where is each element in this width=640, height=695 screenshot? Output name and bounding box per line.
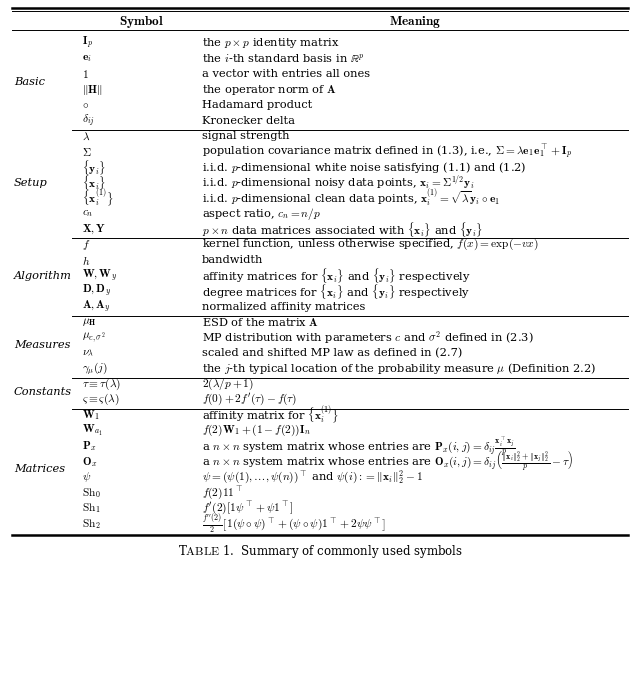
Text: $\mathbf{W}_{a_1}$: $\mathbf{W}_{a_1}$ — [82, 423, 103, 439]
Text: population covariance matrix defined in (1.3), i.e., $\Sigma = \lambda\mathbf{e}: population covariance matrix defined in … — [202, 142, 573, 161]
Text: bandwidth: bandwidth — [202, 255, 264, 265]
Text: Hadamard product: Hadamard product — [202, 100, 312, 111]
Text: $\mathbf{O}_x$: $\mathbf{O}_x$ — [82, 455, 97, 468]
Text: $\{\mathbf{x}_i\}$: $\{\mathbf{x}_i\}$ — [82, 173, 106, 192]
Text: $\{\mathbf{y}_i\}$: $\{\mathbf{y}_i\}$ — [82, 158, 106, 177]
Text: $\varsigma \equiv \varsigma(\lambda)$: $\varsigma \equiv \varsigma(\lambda)$ — [82, 392, 120, 407]
Text: Matrices: Matrices — [14, 464, 65, 475]
Text: i.i.d. $p$-dimensional white noise satisfying (1.1) and (1.2): i.i.d. $p$-dimensional white noise satis… — [202, 160, 526, 174]
Text: the $j$-th typical location of the probability measure $\mu$ (Definition 2.2): the $j$-th typical location of the proba… — [202, 361, 596, 376]
Text: Kronecker delta: Kronecker delta — [202, 115, 295, 126]
Text: $\mathbf{I}_p$: $\mathbf{I}_p$ — [82, 35, 93, 51]
Text: $\mathrm{Sh}_0$: $\mathrm{Sh}_0$ — [82, 486, 100, 500]
Text: i.i.d. $p$-dimensional noisy data points, $\mathbf{x}_i = \Sigma^{1/2}\mathbf{y}: i.i.d. $p$-dimensional noisy data points… — [202, 174, 474, 192]
Text: the operator norm of $\mathbf{A}$: the operator norm of $\mathbf{A}$ — [202, 83, 337, 97]
Text: $c_n$: $c_n$ — [82, 208, 93, 219]
Text: $\Sigma$: $\Sigma$ — [82, 146, 92, 158]
Text: $\mathbf{W}, \mathbf{W}_y$: $\mathbf{W}, \mathbf{W}_y$ — [82, 268, 117, 284]
Text: scaled and shifted MP law as defined in (2.7): scaled and shifted MP law as defined in … — [202, 348, 462, 359]
Text: $\mathbf{e}_i$: $\mathbf{e}_i$ — [82, 54, 92, 64]
Text: ESD of the matrix $\mathbf{A}$: ESD of the matrix $\mathbf{A}$ — [202, 316, 319, 328]
Text: a $n \times n$ system matrix whose entries are $\mathbf{O}_x(i,j) = \delta_{ij}\: a $n \times n$ system matrix whose entri… — [202, 449, 573, 474]
Text: a $n \times n$ system matrix whose entries are $\mathbf{P}_x(i,j) = \delta_{ij}\: a $n \times n$ system matrix whose entri… — [202, 434, 515, 458]
Text: $f(2)\mathbf{1}\mathbf{1}^\top$: $f(2)\mathbf{1}\mathbf{1}^\top$ — [202, 484, 243, 501]
Text: $\mathbf{A}, \mathbf{A}_y$: $\mathbf{A}, \mathbf{A}_y$ — [82, 298, 111, 315]
Text: $\psi$: $\psi$ — [82, 471, 91, 484]
Text: Constants: Constants — [14, 387, 72, 397]
Text: $\mathbf{P}_x$: $\mathbf{P}_x$ — [82, 439, 97, 453]
Text: $\mathbf{Meaning}$: $\mathbf{Meaning}$ — [389, 14, 441, 30]
Text: $f(0) + 2f'(\tau) - f(\tau)$: $f(0) + 2f'(\tau) - f(\tau)$ — [202, 392, 298, 407]
Text: Algorithm: Algorithm — [14, 270, 72, 281]
Text: $\nu_\lambda$: $\nu_\lambda$ — [82, 348, 94, 358]
Text: the $i$-th standard basis in $\mathbb{R}^p$: the $i$-th standard basis in $\mathbb{R}… — [202, 52, 365, 65]
Text: $\mathrm{Sh}_1$: $\mathrm{Sh}_1$ — [82, 501, 100, 515]
Text: affinity matrix for $\{\mathbf{x}_i^{(1)}\}$: affinity matrix for $\{\mathbf{x}_i^{(1)… — [202, 404, 339, 426]
Text: $\tau \equiv \tau(\lambda)$: $\tau \equiv \tau(\lambda)$ — [82, 377, 121, 392]
Text: signal strength: signal strength — [202, 131, 289, 141]
Text: affinity matrices for $\{\mathbf{x}_i\}$ and $\{\mathbf{y}_i\}$ respectively: affinity matrices for $\{\mathbf{x}_i\}$… — [202, 266, 471, 285]
Text: $\mathrm{Sh}_2$: $\mathrm{Sh}_2$ — [82, 516, 100, 531]
Text: kernel function, unless otherwise specified, $f(x) = \exp(-vx)$: kernel function, unless otherwise specif… — [202, 237, 539, 252]
Text: the $p \times p$ identity matrix: the $p \times p$ identity matrix — [202, 36, 339, 50]
Text: MP distribution with parameters $c$ and $\sigma^2$ defined in (2.3): MP distribution with parameters $c$ and … — [202, 329, 534, 346]
Text: $h$: $h$ — [82, 254, 90, 267]
Text: $f'(2)[\mathbf{1}\psi^\top + \psi\mathbf{1}^\top]$: $f'(2)[\mathbf{1}\psi^\top + \psi\mathbf… — [202, 500, 294, 516]
Text: $\mathbf{X}, \mathbf{Y}$: $\mathbf{X}, \mathbf{Y}$ — [82, 222, 106, 236]
Text: a vector with entries all ones: a vector with entries all ones — [202, 70, 370, 79]
Text: $\delta_{ij}$: $\delta_{ij}$ — [82, 113, 95, 129]
Text: $\mathbf{D}, \mathbf{D}_y$: $\mathbf{D}, \mathbf{D}_y$ — [82, 283, 111, 300]
Text: $\gamma_\mu(j)$: $\gamma_\mu(j)$ — [82, 360, 108, 377]
Text: degree matrices for $\{\mathbf{x}_i\}$ and $\{\mathbf{y}_i\}$ respectively: degree matrices for $\{\mathbf{x}_i\}$ a… — [202, 281, 470, 300]
Text: i.i.d. $p$-dimensional clean data points, $\mathbf{x}_i^{(1)} = \sqrt{\lambda}\m: i.i.d. $p$-dimensional clean data points… — [202, 188, 500, 209]
Text: $\|\mathbf{H}\|$: $\|\mathbf{H}\|$ — [82, 83, 102, 97]
Text: $\circ$: $\circ$ — [82, 100, 89, 111]
Text: normalized affinity matrices: normalized affinity matrices — [202, 302, 365, 311]
Text: $\mathbf{Symbol}$: $\mathbf{Symbol}$ — [118, 14, 163, 30]
Text: $\mathbf{1}$: $\mathbf{1}$ — [82, 68, 89, 80]
Text: aspect ratio, $c_n = n/p$: aspect ratio, $c_n = n/p$ — [202, 206, 321, 222]
Text: $\lambda$: $\lambda$ — [82, 131, 90, 142]
Text: $\mathbf{W}_1$: $\mathbf{W}_1$ — [82, 408, 100, 422]
Text: Basic: Basic — [14, 77, 45, 87]
Text: $\frac{f''(2)}{2}\left[\mathbf{1}(\psi \circ \psi)^\top + (\psi \circ \psi)\math: $\frac{f''(2)}{2}\left[\mathbf{1}(\psi \… — [202, 512, 387, 536]
Text: $2(\lambda/p + 1)$: $2(\lambda/p + 1)$ — [202, 377, 254, 392]
Text: $\psi = (\psi(1),\ldots,\psi(n))^\top$ and $\psi(i) := \|\mathbf{x}_i\|_2^2 - 1$: $\psi = (\psi(1),\ldots,\psi(n))^\top$ a… — [202, 468, 423, 486]
Text: Measures: Measures — [14, 341, 70, 350]
Text: $f$: $f$ — [82, 238, 90, 252]
Text: $\mu_{c,\sigma^2}$: $\mu_{c,\sigma^2}$ — [82, 331, 106, 345]
Text: Setup: Setup — [14, 178, 48, 188]
Text: $\mu_{\mathbf{H}}$: $\mu_{\mathbf{H}}$ — [82, 316, 97, 328]
Text: $f(2)\mathbf{W}_1 + (1 - f(2))\mathbf{I}_n$: $f(2)\mathbf{W}_1 + (1 - f(2))\mathbf{I}… — [202, 423, 311, 439]
Text: $p \times n$ data matrices associated with $\{\mathbf{x}_i\}$ and $\{\mathbf{y}_: $p \times n$ data matrices associated wi… — [202, 220, 483, 238]
Text: $\{\mathbf{x}_i^{(1)}\}$: $\{\mathbf{x}_i^{(1)}\}$ — [82, 188, 113, 208]
Text: T$\mathrm{ABLE}$ 1.  Summary of commonly used symbols: T$\mathrm{ABLE}$ 1. Summary of commonly … — [177, 543, 463, 559]
